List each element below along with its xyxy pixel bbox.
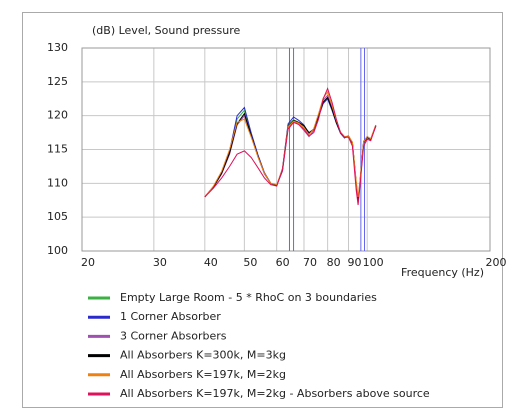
y-tick-label: 110: [47, 176, 68, 189]
plot-border: [81, 47, 491, 252]
y-axis-label: (dB) Level, Sound pressure: [92, 24, 241, 37]
legend-label: All Absorbers K=300k, M=3kg: [120, 349, 286, 362]
x-tick-label: 20: [81, 256, 95, 269]
x-tick-label: 100: [363, 256, 384, 269]
legend-label: 3 Corner Absorbers: [120, 329, 227, 342]
x-tick-label: 80: [327, 256, 341, 269]
y-tick-label: 100: [47, 244, 68, 257]
legend-label: Empty Large Room - 5 * RhoC on 3 boundar…: [120, 291, 377, 304]
legend-label: All Absorbers K=197k, M=2kg - Absorbers …: [120, 387, 430, 400]
y-tick-label: 115: [47, 143, 68, 156]
frame: [22, 12, 503, 408]
series-line: [204, 87, 377, 206]
series-line: [204, 90, 377, 198]
y-tick-label: 130: [47, 41, 68, 54]
x-tick-label: 60: [276, 256, 290, 269]
x-tick-label: 30: [153, 256, 167, 269]
x-axis-label: Frequency (Hz): [401, 266, 484, 279]
legend-label: All Absorbers K=197k, M=2kg: [120, 368, 286, 381]
x-tick-label: 50: [243, 256, 257, 269]
x-tick-label: 70: [303, 256, 317, 269]
x-tick-label: 200: [486, 256, 507, 269]
y-tick-label: 120: [47, 109, 68, 122]
y-tick-label: 125: [47, 75, 68, 88]
legend-label: 1 Corner Absorber: [120, 310, 221, 323]
x-tick-label: 40: [204, 256, 218, 269]
x-tick-label: 90: [348, 256, 362, 269]
y-tick-label: 105: [47, 210, 68, 223]
